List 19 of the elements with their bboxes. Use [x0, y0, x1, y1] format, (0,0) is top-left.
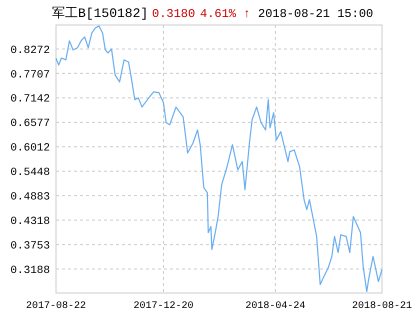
y-tick-label: 0.7142: [10, 94, 50, 106]
x-tick-label: 2018-08-21: [352, 301, 412, 312]
y-tick-label: 0.4318: [10, 216, 50, 228]
y-tick-label: 0.4883: [10, 192, 50, 204]
text: 0.3180: [152, 7, 196, 21]
text: 4.61% ↑: [200, 7, 250, 21]
x-tick-label: 2017-12-20: [133, 301, 194, 312]
y-tick-label: 0.3188: [10, 264, 50, 277]
y-tick-label: 0.8272: [10, 44, 50, 57]
chart-title: 军工B[150182]: [52, 6, 148, 21]
line-series: [55, 25, 383, 292]
x-tick-label: 2017-08-22: [26, 301, 86, 312]
x-tick-label: 2018-04-24: [245, 301, 306, 312]
y-tick-label: 0.6577: [10, 118, 50, 130]
y-tick-label: 0.3753: [10, 240, 50, 252]
y-tick-label: 0.7707: [10, 69, 50, 82]
y-tick-label: 0.6012: [10, 142, 50, 155]
y-tick-label: 0.5448: [10, 167, 50, 180]
text: 2018-08-21 15:00: [258, 7, 374, 21]
